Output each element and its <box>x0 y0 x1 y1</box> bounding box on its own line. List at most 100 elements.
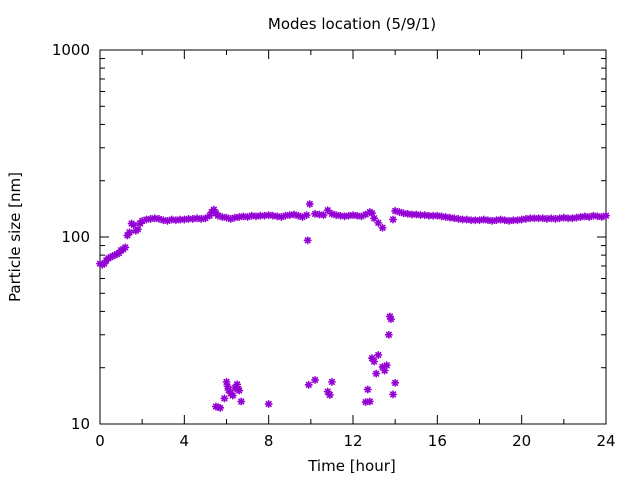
data-point <box>384 330 393 339</box>
point-stroke <box>535 215 542 222</box>
point-stroke <box>543 215 551 222</box>
data-point <box>601 211 611 220</box>
point-stroke <box>476 217 483 224</box>
point-stroke <box>489 217 496 224</box>
point-stroke <box>147 215 154 222</box>
point-stroke <box>381 367 388 374</box>
data-point <box>389 215 398 224</box>
point-stroke <box>564 215 572 222</box>
point-stroke <box>306 200 313 208</box>
point-stroke <box>257 212 264 219</box>
point-stroke <box>229 392 236 399</box>
y-tick-label: 1000 <box>52 41 90 59</box>
point-stroke <box>459 216 466 223</box>
point-stroke <box>569 215 576 222</box>
point-stroke <box>383 362 390 369</box>
x-tick-label: 20 <box>512 432 531 450</box>
data-point <box>264 399 273 408</box>
point-stroke <box>425 212 433 219</box>
point-stroke <box>514 217 521 224</box>
data-point <box>216 403 225 412</box>
point-stroke <box>252 213 260 220</box>
data-point <box>374 350 383 359</box>
data-point <box>389 390 398 399</box>
x-tick-label: 4 <box>180 432 190 450</box>
point-stroke <box>324 207 331 214</box>
point-stroke <box>408 211 416 218</box>
point-stroke <box>217 404 224 411</box>
data-point <box>564 214 573 223</box>
point-stroke <box>236 387 243 394</box>
point-stroke <box>198 215 205 222</box>
data-point <box>363 385 372 394</box>
data-points <box>96 200 611 412</box>
data-point <box>228 391 237 400</box>
point-stroke <box>134 226 142 233</box>
point-stroke <box>366 398 373 405</box>
point-stroke <box>286 211 293 219</box>
point-stroke <box>225 386 232 394</box>
point-stroke <box>326 391 333 399</box>
data-point <box>235 386 244 395</box>
data-point <box>325 390 334 399</box>
point-stroke <box>238 398 245 405</box>
point-stroke <box>387 315 395 323</box>
point-stroke <box>236 213 243 221</box>
point-stroke <box>233 381 241 388</box>
x-tick-label: 8 <box>264 432 274 450</box>
point-stroke <box>392 379 399 386</box>
data-point <box>305 200 314 209</box>
point-stroke <box>364 386 371 393</box>
point-stroke <box>472 217 479 224</box>
x-axis-label: Time [hour] <box>307 457 396 475</box>
data-point <box>237 397 246 406</box>
x-tick-label: 12 <box>343 432 362 450</box>
data-point <box>311 375 320 384</box>
point-stroke <box>379 224 386 231</box>
data-point <box>551 214 560 223</box>
point-stroke <box>311 376 319 384</box>
point-stroke <box>261 212 268 219</box>
point-stroke <box>389 391 397 398</box>
point-stroke <box>328 378 336 385</box>
point-stroke <box>602 212 610 219</box>
chart-title: Modes location (5/9/1) <box>268 15 436 33</box>
y-tick-label: 100 <box>61 228 90 246</box>
data-point <box>372 369 381 378</box>
data-point <box>121 243 130 252</box>
data-point <box>380 366 389 375</box>
point-stroke <box>531 215 538 222</box>
point-stroke <box>552 215 559 222</box>
point-stroke <box>510 217 517 224</box>
point-stroke <box>231 214 239 221</box>
point-stroke <box>518 216 525 223</box>
x-tick-label: 16 <box>428 432 447 450</box>
point-stroke <box>126 229 133 236</box>
plot-frame <box>99 49 607 425</box>
point-stroke <box>573 214 580 221</box>
data-point <box>374 218 383 227</box>
point-stroke <box>143 216 150 223</box>
point-stroke <box>368 210 376 217</box>
point-stroke <box>389 216 397 223</box>
point-stroke <box>522 215 529 222</box>
x-tick-label: 0 <box>95 432 105 450</box>
point-stroke <box>177 216 184 223</box>
point-stroke <box>304 237 311 244</box>
axes <box>99 49 607 425</box>
point-stroke <box>221 395 228 402</box>
data-point <box>365 397 374 406</box>
point-stroke <box>370 215 378 222</box>
data-point <box>323 206 332 215</box>
data-point <box>319 211 328 220</box>
point-stroke <box>265 400 272 408</box>
x-tick-label: 24 <box>596 432 615 450</box>
point-stroke <box>172 217 179 224</box>
data-point <box>304 380 313 389</box>
point-stroke <box>577 213 584 221</box>
ticks <box>99 49 607 425</box>
point-stroke <box>202 215 209 222</box>
point-stroke <box>493 217 500 224</box>
data-point <box>416 211 425 220</box>
